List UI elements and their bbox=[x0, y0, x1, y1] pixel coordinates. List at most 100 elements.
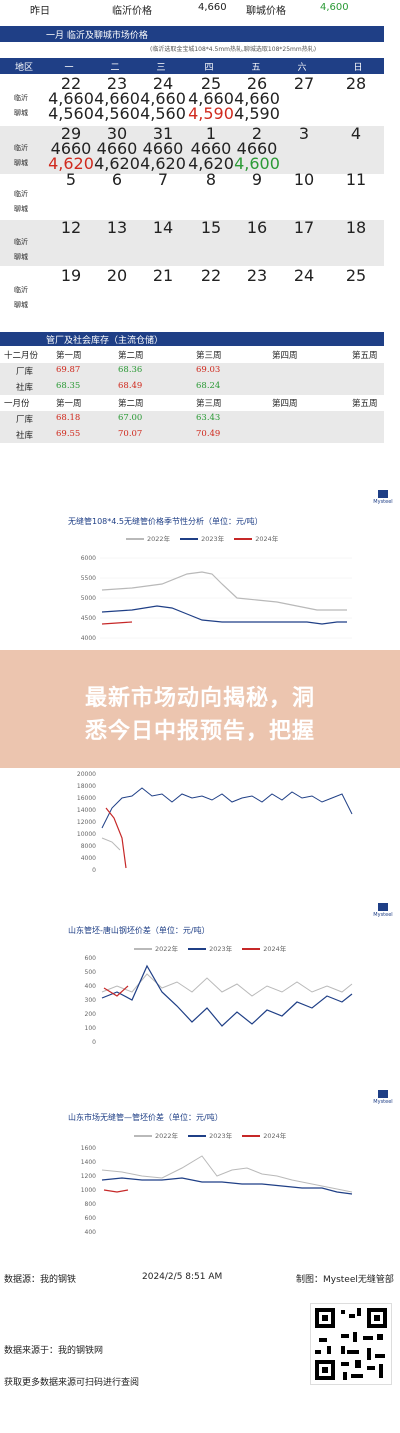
svg-text:10000: 10000 bbox=[77, 831, 96, 838]
linyi-price-cell: 4,660 bbox=[48, 89, 94, 108]
promo-headline: 最新市场动向揭秘，洞 悉今日中报预告，把握 bbox=[0, 682, 400, 748]
linyi-price-cell: 4660 bbox=[50, 139, 92, 158]
market-price-title: 一月 临沂及聊城市场价格 bbox=[0, 26, 384, 42]
inventory-row: 社库 68.35 68.49 68.24 bbox=[0, 379, 384, 395]
inventory-row-label: 十二月份 bbox=[4, 351, 39, 361]
chart1-title: 无缝管108*4.5无缝管价格季节性分析（单位：元/吨） bbox=[68, 517, 263, 526]
chart-maker: 制图：Mysteel无缝管部 bbox=[296, 1275, 394, 1285]
row-label-linyi: 临沂 bbox=[14, 144, 28, 152]
day-number: 28 bbox=[345, 74, 367, 93]
day-number: 23 bbox=[106, 74, 128, 93]
header-sun: 日 bbox=[353, 63, 363, 73]
inventory-cell: 第四周 bbox=[272, 351, 298, 361]
calendar-week: 临沂 聊城 22 23 24 25 26 27 28 4,660 4,660 4,660 4,660 4,… bbox=[0, 76, 384, 124]
qr-code[interactable] bbox=[310, 1303, 392, 1385]
linyi-price-cell: 4660 bbox=[236, 139, 278, 158]
inventory-cell: 67.00 bbox=[118, 413, 143, 423]
promo-line1: 最新市场动向揭秘，洞 bbox=[84, 686, 315, 711]
day-number: 23 bbox=[246, 266, 268, 285]
row-label-linyi: 临沂 bbox=[14, 94, 28, 102]
yesterday-label: 昨日 bbox=[30, 6, 50, 17]
linyi-price-cell: 4,660 bbox=[94, 89, 140, 108]
svg-text:200: 200 bbox=[85, 1011, 97, 1018]
day-number: 30 bbox=[106, 124, 128, 143]
weekday-header: 地区 一 二 三 四 五 六 日 bbox=[0, 58, 384, 74]
linyi-price-cell: 4,660 bbox=[188, 89, 234, 108]
day-number: 6 bbox=[111, 170, 123, 189]
inventory-cell: 第三周 bbox=[196, 399, 222, 409]
chart4-legend: 2022年 2023年 2024年 bbox=[126, 1130, 286, 1140]
top-price-row: 昨日 临沂价格 4,660 聊城价格 4,600 bbox=[0, 0, 400, 17]
day-number: 20 bbox=[106, 266, 128, 285]
inventory-row-label: 厂库 bbox=[16, 367, 34, 377]
svg-text:12000: 12000 bbox=[77, 819, 96, 826]
inventory-cell: 第五周 bbox=[352, 351, 378, 361]
inventory-cell: 第一周 bbox=[56, 399, 82, 409]
svg-text:400: 400 bbox=[85, 983, 97, 990]
row-label-linyi: 临沂 bbox=[14, 238, 28, 246]
chart-footer: 数据源：我的钢铁 2024/2/5 8:51 AM 制图：Mysteel无缝管部 bbox=[0, 1272, 400, 1286]
day-number: 24 bbox=[293, 266, 315, 285]
day-number: 7 bbox=[157, 170, 169, 189]
inventory-cell: 70.07 bbox=[118, 429, 143, 439]
market-price-note: (临沂选取金宝城108*4.5mm热轧,聊城选取108*25mm热轧) bbox=[150, 46, 317, 53]
inventory-cell: 第五周 bbox=[352, 399, 378, 409]
inventory-title: 管厂及社会库存（主流仓储） bbox=[0, 332, 384, 346]
mysteel-logo-3: Mysteel bbox=[372, 1090, 394, 1105]
day-number: 15 bbox=[200, 218, 222, 237]
day-number: 25 bbox=[345, 266, 367, 285]
svg-text:1000: 1000 bbox=[81, 1187, 96, 1194]
day-number: 22 bbox=[200, 266, 222, 285]
liaocheng-price-cell: 4,560 bbox=[48, 104, 94, 123]
header-thu: 四 bbox=[204, 63, 214, 73]
inventory-cell: 第三周 bbox=[196, 351, 222, 361]
qr-code-pattern bbox=[315, 1308, 387, 1380]
inventory-cell: 第一周 bbox=[56, 351, 82, 361]
day-number: 17 bbox=[293, 218, 315, 237]
inventory-row: 一月份 第一周 第二周 第三周 第四周 第五周 bbox=[0, 395, 384, 411]
day-number: 29 bbox=[60, 124, 82, 143]
linyi-price-label: 临沂价格 bbox=[112, 6, 152, 17]
day-number: 8 bbox=[205, 170, 217, 189]
inventory-cell: 68.36 bbox=[118, 365, 143, 375]
header-region: 地区 bbox=[14, 63, 33, 73]
inventory-row-label: 社库 bbox=[16, 431, 34, 441]
inventory-cell: 69.87 bbox=[56, 365, 81, 375]
svg-text:600: 600 bbox=[85, 955, 97, 962]
day-number: 13 bbox=[106, 218, 128, 237]
svg-text:300: 300 bbox=[85, 997, 97, 1004]
svg-text:4000: 4000 bbox=[81, 855, 96, 862]
row-label-liaocheng: 聊城 bbox=[14, 109, 28, 117]
liaocheng-price-cell: 4,620 bbox=[140, 154, 186, 173]
mysteel-logo: Mysteel bbox=[372, 490, 394, 505]
header-tue: 二 bbox=[110, 63, 120, 73]
svg-text:14000: 14000 bbox=[77, 807, 96, 814]
day-number: 19 bbox=[60, 266, 82, 285]
liaocheng-price-cell: 4,620 bbox=[48, 154, 94, 173]
row-label-liaocheng: 聊城 bbox=[14, 253, 28, 261]
svg-text:5000: 5000 bbox=[81, 595, 96, 602]
day-number: 10 bbox=[293, 170, 315, 189]
svg-text:6000: 6000 bbox=[81, 555, 96, 562]
row-label-liaocheng: 聊城 bbox=[14, 205, 28, 213]
liaocheng-price-cell: 4,620 bbox=[94, 154, 140, 173]
header-mon: 一 bbox=[64, 63, 74, 73]
liaocheng-price-cell: 4,560 bbox=[94, 104, 140, 123]
day-number: 21 bbox=[152, 266, 174, 285]
row-label-linyi: 临沂 bbox=[14, 190, 28, 198]
day-number: 2 bbox=[251, 124, 263, 143]
chart4-plot: 1600 1400 1200 1000 800 600 400 bbox=[81, 1145, 353, 1236]
svg-text:0: 0 bbox=[92, 1039, 96, 1046]
calendar-week: 临沂 聊城 29 30 31 1 2 3 4 4660 4660 4660 4660 4660 4,620 4… bbox=[0, 126, 384, 174]
day-number: 18 bbox=[345, 218, 367, 237]
promo-overlay bbox=[0, 650, 400, 768]
svg-text:600: 600 bbox=[85, 1215, 97, 1222]
header-sat: 六 bbox=[297, 63, 307, 73]
svg-text:1200: 1200 bbox=[81, 1173, 96, 1180]
row-label-linyi: 临沂 bbox=[14, 286, 28, 294]
linyi-price-cell: 4660 bbox=[190, 139, 232, 158]
chart1-plot: 6000 5500 5000 4500 4000 bbox=[81, 555, 352, 642]
liaocheng-price-value: 4,600 bbox=[320, 2, 349, 13]
inventory-cell: 70.49 bbox=[196, 429, 221, 439]
svg-text:16000: 16000 bbox=[77, 795, 96, 802]
